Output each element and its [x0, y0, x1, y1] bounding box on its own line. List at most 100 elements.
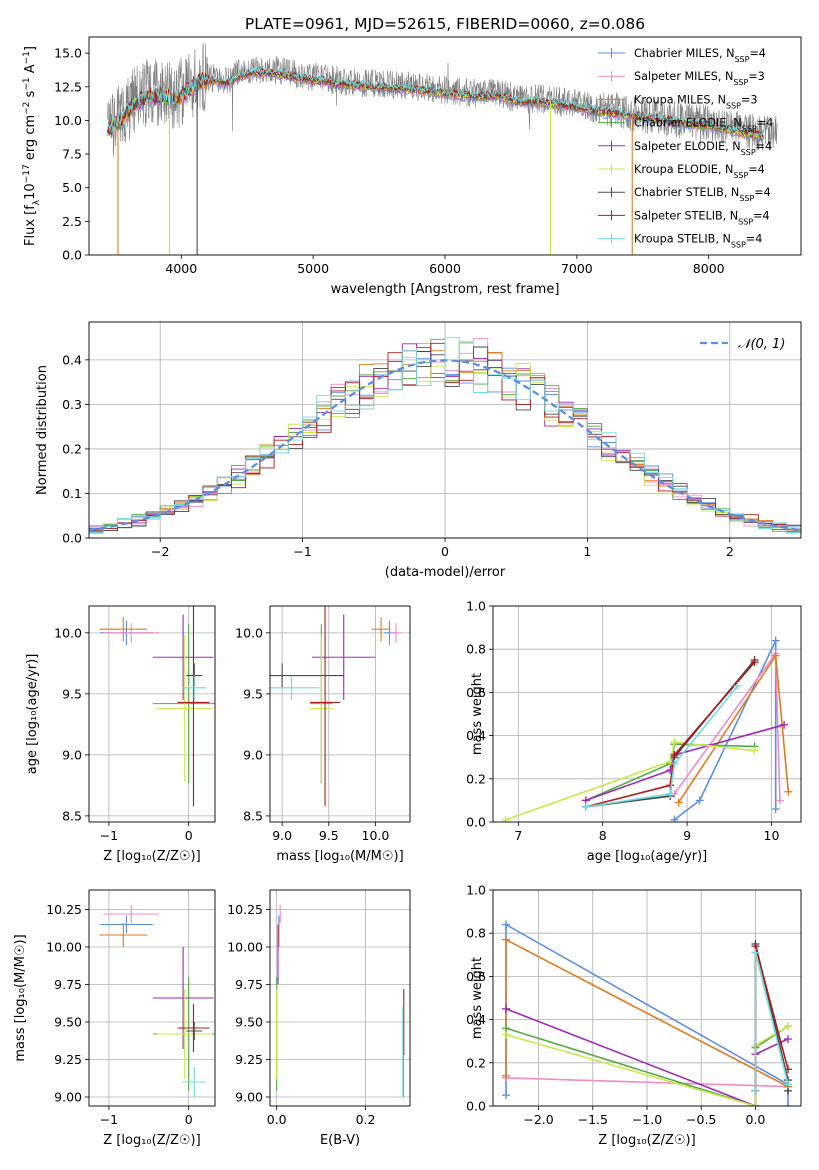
weight-point-salpeter-elodie: [502, 1004, 511, 1013]
weight-point-kroupa-elodie: [670, 738, 679, 747]
y-tick-label: 9.5: [62, 686, 82, 701]
y-axis-label: mass weight: [470, 673, 485, 755]
y-tick-label: 9.5: [243, 686, 263, 701]
weight-point-salpeter-stelib: [750, 658, 759, 667]
x-axis-label: Z [log₁₀(Z/Z☉)]: [103, 1133, 200, 1148]
spectrum-panel: 4000 5000 6000 7000 8000 0.0 2.5 5.0 7.5 10.0 12.5…: [22, 36, 802, 297]
y-tick-label: 0.0: [62, 531, 82, 546]
weight-point-chabrier-miles: [670, 815, 679, 822]
y-tick-label: 9.25: [235, 1052, 263, 1067]
x-tick-label: 0: [441, 544, 449, 559]
weight-point-kroupa-miles: [771, 651, 780, 660]
y-axis-label: Flux [fλ10−17 erg cm−2 s−1 A−1]: [22, 46, 42, 246]
weight-point-kroupa-elodie: [750, 746, 759, 755]
x-tick-label: 0.0: [267, 1112, 287, 1127]
errorbar-salpeter-miles: [390, 623, 402, 643]
weight-point-kroupa-elodie: [751, 1102, 760, 1106]
legend-entry-normal: 𝒩(0, 1): [738, 337, 785, 352]
y-tick-label: 0.3: [62, 397, 82, 412]
y-tick-label: 9.00: [235, 1090, 263, 1105]
x-tick-label: 6000: [429, 261, 461, 276]
weight-point-chabrier-miles: [771, 805, 780, 814]
gridlines: [493, 605, 801, 823]
axes-frame: [88, 889, 216, 1107]
weight-point-kroupa-elodie: [502, 1030, 511, 1039]
plot-area: [270, 606, 402, 807]
y-tick-label: 9.75: [54, 977, 82, 992]
x-axis-label: (data-model)/error: [385, 565, 506, 580]
y-tick-label: 0.0: [466, 1099, 486, 1114]
y-tick-label: 0.2: [466, 1055, 486, 1070]
weight-point-chabrier-miles: [783, 1102, 792, 1106]
y-tick-label: 0.0: [62, 248, 82, 263]
weight-line-kroupa-elodie: [505, 741, 755, 821]
x-tick-label: 9.0: [272, 828, 292, 843]
x-tick-label: 7: [514, 828, 522, 843]
errorbar-kroupa-elodie: [156, 989, 213, 1079]
weight-point-kroupa-stelib: [751, 1086, 760, 1095]
errorbar-kroupa-stelib: [182, 675, 207, 700]
errorbar-kroupa-elodie: [156, 635, 213, 782]
spectrum-legend: Chabrier MILES, NSSP=4 Salpeter MILES, NS…: [598, 47, 773, 249]
weight-point-chabrier-miles: [695, 796, 704, 805]
y-tick-label: 8.5: [62, 808, 82, 823]
weight-point-kroupa-stelib: [581, 802, 590, 811]
age-vs-metallicity-panel: −1 0 8.5 9.0 9.5 10.0 Z [log₁₀(Z/Z☉)] age [log₁…: [25, 605, 216, 864]
legend-entry-salpeter-miles: Salpeter MILES, NSSP=3: [634, 70, 765, 87]
x-axis-label: age [log₁₀(age/yr)]: [587, 849, 708, 864]
axes-frame: [269, 605, 411, 823]
weight-point-chabrier-miles: [502, 1091, 511, 1100]
x-tick-label: 7000: [561, 261, 593, 276]
y-tick-label: 10.25: [227, 902, 263, 917]
y-axis-label: Normed distribution: [35, 365, 50, 495]
y-tick-label: 9.0: [243, 747, 263, 762]
axes-frame: [88, 605, 216, 823]
x-tick-label: −0.5: [686, 1112, 716, 1127]
y-tick-label: 1.0: [466, 599, 486, 614]
y-tick-label: 10.0: [54, 113, 82, 128]
x-axis-label: Z [log₁₀(Z/Z☉)]: [103, 849, 200, 864]
y-tick-label: 9.75: [235, 977, 263, 992]
x-tick-label: 0: [185, 828, 193, 843]
weight-point-salpeter-stelib: [670, 751, 679, 760]
weight-point-kroupa-miles: [502, 1071, 511, 1080]
errorbar-kroupa-elodie: [310, 635, 333, 782]
x-tick-label: −1: [100, 1112, 118, 1127]
errorbar-kroupa-miles: [371, 616, 391, 642]
legend-entry-chabrier-miles: Chabrier MILES, NSSP=4: [634, 47, 766, 64]
errorbar-salpeter-elodie: [152, 614, 214, 700]
legend-entry-kroupa-stelib: Kroupa STELIB, NSSP=4: [634, 233, 762, 250]
weight-line-salpeter-stelib: [585, 661, 756, 808]
x-tick-label: −1.5: [578, 1112, 608, 1127]
weight-point-salpeter-miles: [775, 796, 784, 805]
x-tick-label: 5000: [297, 261, 329, 276]
y-tick-label: 0.8: [466, 926, 486, 941]
weight-point-kroupa-elodie: [501, 815, 510, 822]
y-axis-label: mass weight: [470, 957, 485, 1039]
y-tick-label: 0.4: [466, 1012, 486, 1027]
errorbar-kroupa-miles: [99, 616, 148, 642]
weight-point-kroupa-stelib: [751, 948, 760, 957]
y-tick-label: 9.25: [54, 1052, 82, 1067]
y-tick-label: 12.5: [54, 79, 82, 94]
errorbar-chabrier-elodie: [152, 624, 215, 783]
legend-entry-chabrier-elodie: Chabrier ELODIE, NSSP=4: [634, 117, 773, 134]
errorbar-salpeter-miles: [103, 623, 160, 643]
weight-vs-age-panel: 7 8 9 10 0.0 0.2 0.4 0.6 0.8 1.0 age [log₁₀(age/yr…: [466, 599, 802, 864]
errorbar-kroupa-stelib: [182, 1067, 207, 1097]
weight-point-kroupa-miles: [674, 798, 683, 807]
mass-vs-ebv-panel: 0.0 0.2 9.00 9.25 9.50 9.75 10.00 10.25 E(B-V): [227, 889, 411, 1148]
legend-entry-kroupa-elodie: Kroupa ELODIE, NSSP=4: [634, 163, 765, 180]
model-spectrum-kroupa-elodie: [107, 68, 764, 140]
x-axis-label: wavelength [Angstrom, rest frame]: [331, 282, 560, 297]
x-tick-label: 8: [599, 828, 607, 843]
weight-line-kroupa-stelib: [754, 952, 789, 1091]
y-tick-label: 0.4: [62, 352, 82, 367]
y-tick-label: 5.0: [62, 180, 82, 195]
x-tick-label: 0.2: [356, 1112, 376, 1127]
y-tick-label: 0.4: [466, 728, 486, 743]
weight-line-salpeter-elodie: [585, 724, 785, 802]
y-tick-label: 15.0: [54, 46, 82, 61]
errorbar-salpeter-elodie: [152, 947, 214, 1049]
